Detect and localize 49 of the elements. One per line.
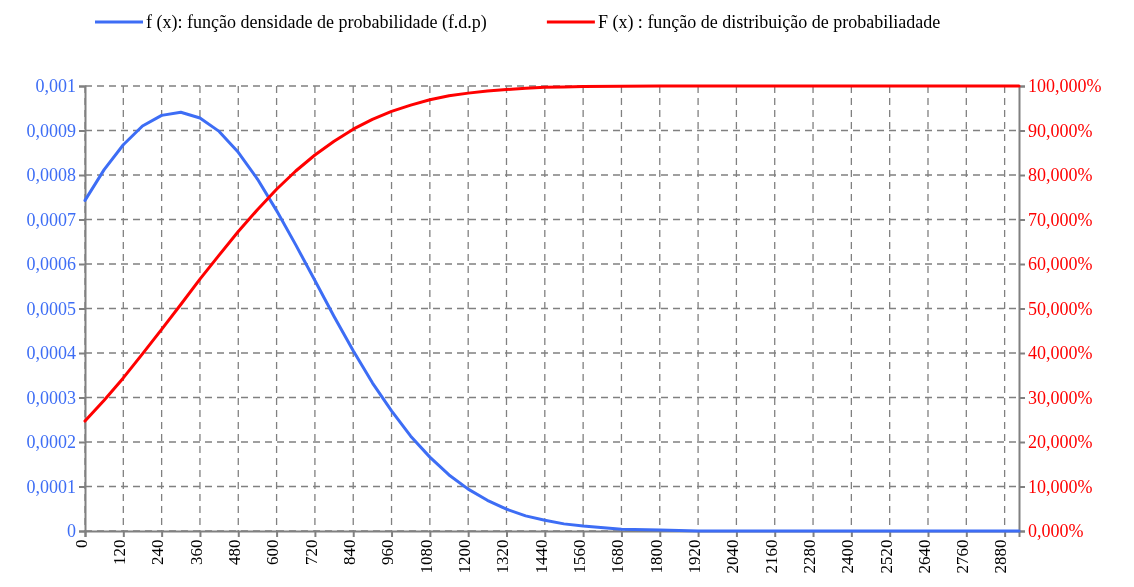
y-tick-label: 0,0009 (26, 120, 76, 141)
y-tick-label: 0,0007 (26, 209, 76, 230)
x-tick-label: 1560 (569, 539, 589, 574)
x-tick-label: 2160 (761, 539, 781, 574)
x-tick-label: 840 (340, 539, 360, 565)
y2-tick-label: 10,000% (1028, 476, 1093, 497)
legend-label: F (x) : função de distribuição de probabiliadade (597, 12, 941, 33)
x-tick-label: 2400 (838, 539, 858, 574)
x-tick-label: 2760 (953, 539, 973, 574)
y2-tick-label: 20,000% (1028, 432, 1093, 453)
x-tick-label: 600 (263, 539, 283, 565)
x-tick-label: 1920 (684, 539, 704, 574)
legend-label: f (x): função densidade de probabilidade (f.d.p) (146, 12, 487, 33)
y2-tick-label: 30,000% (1028, 387, 1093, 408)
y2-tick-label: 90,000% (1028, 120, 1093, 141)
x-tick-label: 360 (186, 539, 206, 565)
y-tick-label: 0,0006 (26, 254, 76, 275)
y-tick-label: 0 (67, 521, 76, 542)
y2-tick-label: 50,000% (1028, 298, 1093, 319)
x-tick-label: 1200 (455, 539, 475, 574)
y2-tick-label: 40,000% (1028, 343, 1093, 364)
y2-tick-label: 100,000% (1028, 76, 1102, 97)
x-tick-label: 2040 (723, 539, 743, 574)
y-tick-label: 0,0005 (26, 298, 76, 319)
x-tick-label: 480 (225, 539, 245, 565)
x-tick-label: 2640 (914, 539, 934, 574)
x-tick-label: 1080 (416, 539, 436, 574)
x-tick-label: 960 (378, 539, 398, 565)
y-tick-label: 0,0001 (26, 476, 76, 497)
x-tick-label: 1800 (646, 539, 666, 574)
x-tick-label: 120 (110, 539, 130, 565)
x-tick-label: 2280 (799, 539, 819, 574)
y-tick-label: 0,0008 (26, 165, 76, 186)
y2-tick-label: 70,000% (1028, 209, 1093, 230)
x-tick-label: 1680 (608, 539, 628, 574)
x-tick-label: 2520 (876, 539, 896, 574)
y-tick-label: 0,001 (35, 76, 76, 97)
x-tick-label: 1320 (493, 539, 513, 574)
x-tick-label: 2880 (991, 539, 1011, 574)
y-tick-label: 0,0003 (26, 387, 76, 408)
x-tick-label: 720 (301, 539, 321, 565)
x-tick-label: 240 (148, 539, 168, 565)
y-tick-label: 0,0002 (26, 432, 76, 453)
y2-tick-label: 0,000% (1028, 521, 1084, 542)
y2-tick-label: 60,000% (1028, 254, 1093, 275)
y-tick-label: 0,0004 (26, 343, 76, 364)
y2-tick-label: 80,000% (1028, 165, 1093, 186)
x-tick-label: 0 (71, 539, 91, 548)
x-tick-label: 1440 (531, 539, 551, 574)
